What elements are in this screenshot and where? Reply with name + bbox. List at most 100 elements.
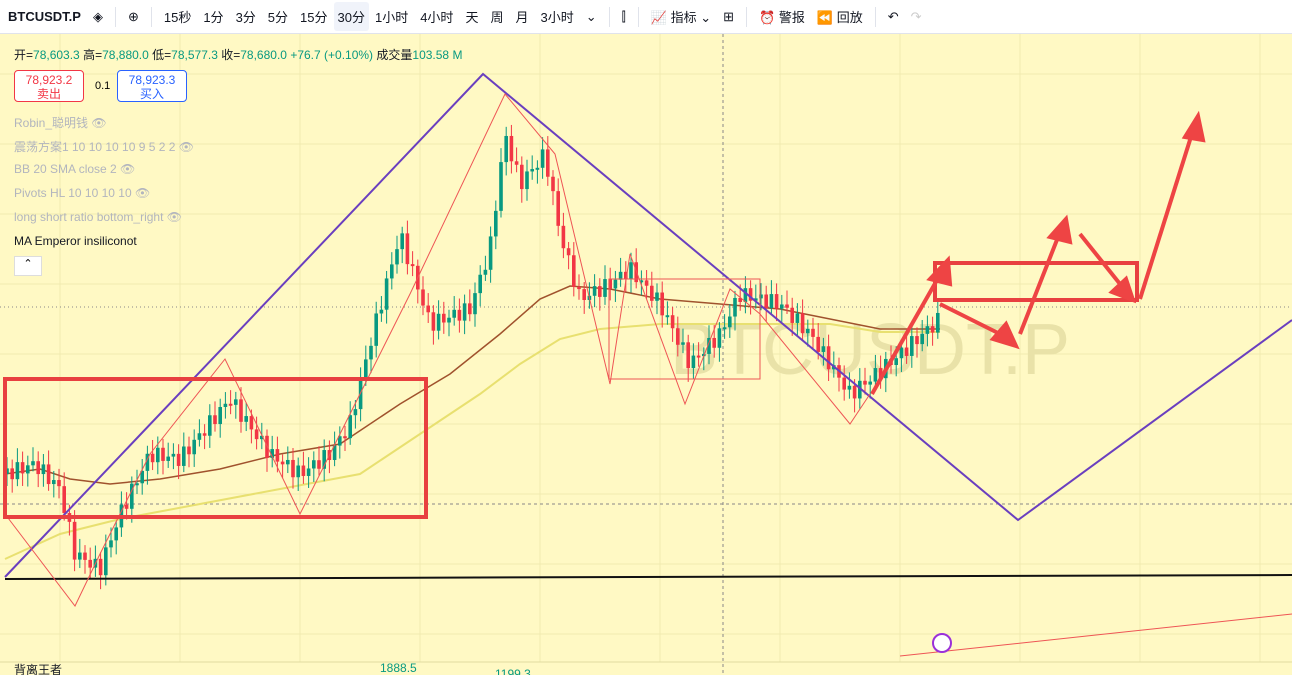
candle-body — [369, 345, 373, 360]
candle-body — [306, 468, 311, 476]
spread: 0.1 — [95, 80, 111, 92]
study[interactable]: MA Emperor insiliconot — [14, 234, 137, 248]
value: 78,577.3 — [171, 48, 218, 62]
interval[interactable]: 3分 — [235, 10, 256, 25]
study[interactable]: Pivots HL 10 10 10 10 👁 — [14, 186, 151, 200]
candle-body — [759, 294, 763, 299]
candle-body — [696, 355, 701, 358]
candle-body — [868, 381, 872, 385]
chart: BTCUSDT.P 背离王者 1888.5 1199.3 — [0, 34, 1292, 675]
candle-body — [930, 326, 935, 333]
event-icon[interactable] — [932, 633, 952, 653]
alerts[interactable]: ⏰ 警报 — [759, 10, 805, 25]
layouts[interactable]: ⊞ — [723, 8, 735, 24]
candle-body — [577, 286, 581, 290]
candle-body — [504, 135, 508, 163]
candle-body — [46, 464, 51, 485]
candle-body — [598, 286, 602, 297]
interval[interactable]: 天 — [465, 10, 479, 25]
candle-body — [447, 317, 451, 323]
dropdown[interactable]: ⌄ — [585, 8, 597, 24]
candle-body — [785, 304, 789, 308]
candle-body — [213, 415, 217, 425]
candle-body — [821, 346, 826, 352]
buy-button[interactable]: 78,923.3 买入 — [117, 70, 187, 102]
study[interactable]: long short ratio bottom_right 👁 — [14, 210, 182, 224]
candle-body — [894, 358, 898, 365]
add-symbol[interactable]: ⊕ — [127, 8, 139, 24]
candle-body — [665, 315, 670, 318]
study[interactable]: BB 20 SMA close 2 👁 — [14, 162, 136, 176]
candle-body — [239, 399, 243, 422]
candle-body — [748, 288, 753, 301]
candle-body — [260, 435, 264, 440]
candle-body — [343, 436, 347, 439]
indicators[interactable]: 📈 指标 ⌄ — [650, 10, 712, 25]
candle-body — [603, 279, 607, 297]
interval[interactable]: 周 — [490, 10, 504, 25]
interval[interactable]: 5分 — [267, 10, 289, 25]
value: 78,680.0 — [240, 48, 287, 62]
redo[interactable]: ↷ — [910, 8, 922, 24]
candle-body — [826, 346, 831, 370]
interval[interactable]: 3小时 — [540, 10, 574, 25]
candle-body — [322, 450, 326, 469]
value: 78,880.0 — [102, 48, 149, 62]
line — [899, 613, 1292, 657]
candle-body — [57, 480, 61, 487]
interval[interactable]: 1分 — [203, 10, 224, 25]
candle-body — [379, 309, 384, 314]
candle-body — [114, 527, 118, 541]
interval[interactable]: 15分 — [300, 10, 328, 25]
candle-body — [270, 449, 274, 458]
candle-body — [156, 447, 160, 463]
candle-body — [197, 433, 202, 440]
interval[interactable]: 月 — [515, 10, 529, 25]
study[interactable]: 震荡方案1 10 10 10 10 9 5 2 2 👁 — [14, 140, 195, 154]
candle-body — [686, 342, 690, 369]
icon[interactable]: ◈ — [92, 8, 103, 24]
candle-body — [670, 315, 675, 329]
interval[interactable]: 15秒 — [163, 10, 192, 25]
candle-body — [852, 385, 857, 399]
candle-body — [228, 403, 233, 406]
candle-body — [769, 294, 774, 309]
alerts-label: 警报 — [778, 10, 805, 25]
replay[interactable]: ⏪ 回放 — [816, 10, 863, 25]
candle-body — [618, 271, 623, 280]
candle-body — [806, 328, 810, 334]
candle-body — [15, 462, 20, 480]
candle-body — [858, 380, 862, 399]
sell-label: 卖出 — [36, 87, 61, 101]
candle-body — [624, 271, 628, 280]
candle-body — [457, 309, 462, 321]
symbol[interactable]: BTCUSDT.P — [8, 9, 81, 24]
interval[interactable]: 30分 — [333, 2, 369, 31]
candle-body — [878, 368, 883, 379]
candle-body — [582, 289, 586, 300]
interval[interactable]: 1小时 — [374, 10, 409, 25]
label: 高= — [83, 48, 103, 62]
candle-body — [904, 347, 909, 356]
candle-body — [608, 279, 612, 289]
candle-body — [473, 293, 477, 315]
candle-body — [572, 255, 576, 287]
undo[interactable]: ↶ — [887, 8, 899, 24]
candle-body — [535, 167, 540, 170]
sell-button[interactable]: 78,923.2 卖出 — [14, 70, 84, 102]
candle-body — [192, 439, 196, 455]
interval[interactable]: 4小时 — [420, 10, 454, 25]
candle-body — [722, 327, 727, 330]
candle-body — [525, 171, 529, 190]
candle-body — [925, 326, 930, 334]
collapse[interactable]: ⌃ — [14, 256, 42, 276]
study[interactable]: Robin_聪明钱 👁 — [14, 116, 107, 130]
chart-type[interactable]: ⫿ — [621, 8, 626, 24]
label: 收= — [221, 48, 241, 62]
candle-body — [20, 462, 25, 474]
candle-body — [551, 176, 555, 192]
candle-body — [395, 249, 399, 265]
intervals: 15秒 1分 3分 5分 15分 30分 1小时 4小时天周月 3小时 — [158, 2, 580, 31]
candle-body — [254, 429, 259, 440]
candle-body — [738, 297, 742, 302]
